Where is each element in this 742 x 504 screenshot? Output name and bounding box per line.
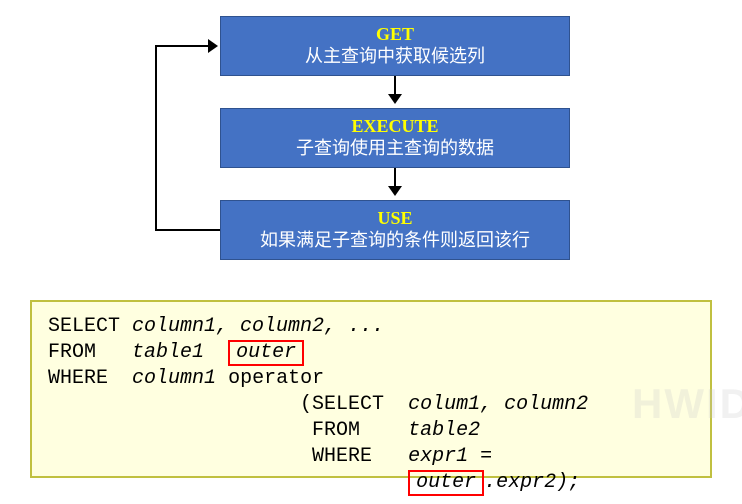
code-line: SELECT column1, column2, ... xyxy=(48,314,694,340)
code-line: WHERE column1 operator xyxy=(48,366,694,392)
code-line: WHERE expr1 = xyxy=(48,444,694,470)
code-line: (SELECT colum1, column2 xyxy=(48,392,694,418)
flow-box-execute: EXECUTE 子查询使用主查询的数据 xyxy=(220,108,570,168)
flow-box-use: USE 如果满足子查询的条件则返回该行 xyxy=(220,200,570,260)
flow-title: GET xyxy=(376,24,414,46)
flowchart: GET 从主查询中获取候选列 EXECUTE 子查询使用主查询的数据 USE 如… xyxy=(0,8,742,288)
code-line: outer.expr2); xyxy=(48,470,694,496)
flow-desc: 从主查询中获取候选列 xyxy=(305,46,485,68)
flow-desc: 子查询使用主查询的数据 xyxy=(296,138,494,160)
flow-box-get: GET 从主查询中获取候选列 xyxy=(220,16,570,76)
arrow-right-icon xyxy=(208,39,218,53)
sql-code-block: SELECT column1, column2, ... FROM table1… xyxy=(30,300,712,478)
flow-title: EXECUTE xyxy=(351,116,438,138)
highlight-outer: outer xyxy=(228,340,304,366)
highlight-outer: outer xyxy=(408,470,484,496)
code-line: FROM table1 outer xyxy=(48,340,694,366)
code-line: FROM table2 xyxy=(48,418,694,444)
flow-desc: 如果满足子查询的条件则返回该行 xyxy=(260,230,530,252)
flow-title: USE xyxy=(377,208,412,230)
